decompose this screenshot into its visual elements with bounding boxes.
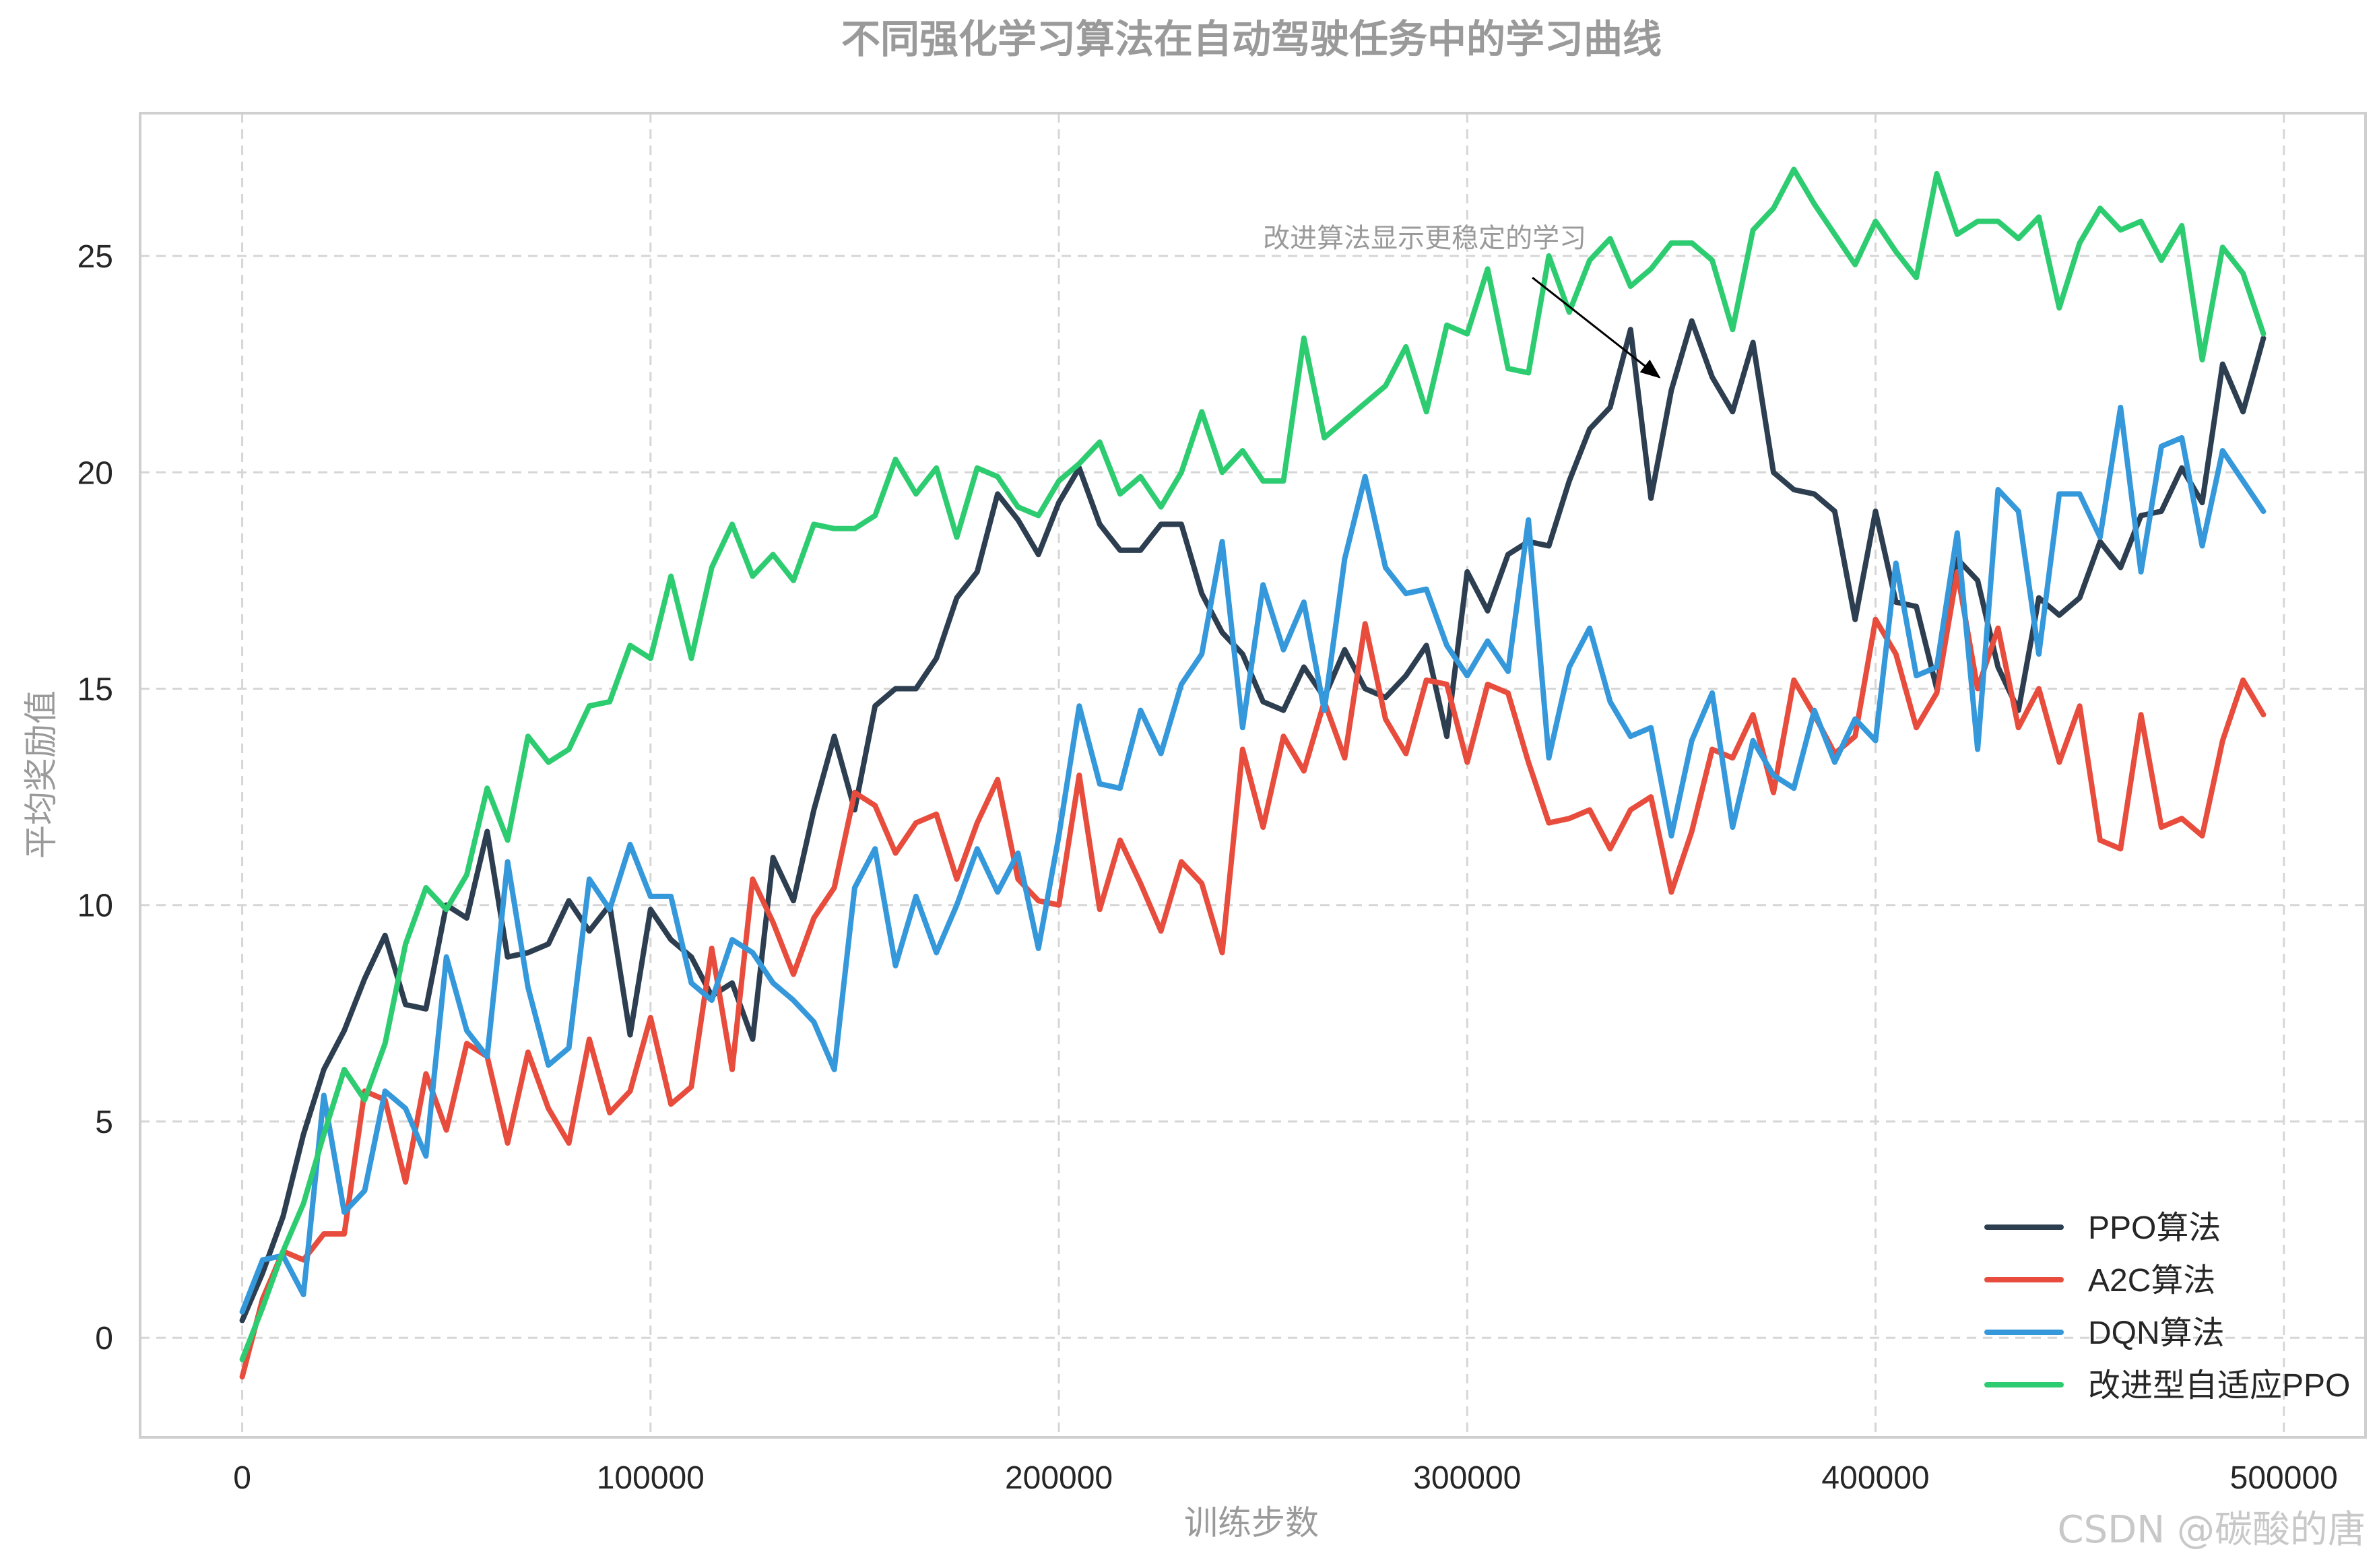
y-axis-label: 平均奖励值: [22, 690, 61, 859]
x-tick-label: 300000: [1413, 1460, 1521, 1496]
x-tick-label: 0: [233, 1460, 251, 1496]
legend-label-3: DQN算法: [2088, 1315, 2225, 1351]
x-tick-label: 500000: [2230, 1460, 2338, 1496]
y-tick-labels: 0 5 10 15 20 25: [77, 239, 113, 1357]
x-tick-label: 400000: [1821, 1460, 1929, 1496]
series-line-1: [239, 318, 2267, 1324]
series-line-2: [239, 569, 2267, 1380]
y-tick-label: 25: [77, 239, 113, 275]
y-tick-label: 0: [95, 1321, 113, 1357]
legend-label-4: 改进型自适应PPO: [2088, 1368, 2350, 1404]
x-tick-label: 200000: [1005, 1460, 1113, 1496]
annotation-arrow: [1532, 276, 1661, 379]
annotation-text: 改进算法显示更稳定的学习: [1263, 223, 1586, 254]
grid-lines: [140, 113, 2366, 1437]
series-lines: [239, 166, 2267, 1380]
series-line-4: [239, 166, 2267, 1363]
x-tick-label: 100000: [597, 1460, 705, 1496]
y-tick-label: 20: [77, 455, 113, 491]
watermark: CSDN @碳酸的唐: [2058, 1508, 2366, 1552]
x-tick-labels: 0 100000 200000 300000 400000 500000: [233, 1460, 2338, 1496]
y-tick-label: 15: [77, 672, 113, 708]
plot-frame: [139, 112, 2367, 1439]
legend-label-1: PPO算法: [2088, 1210, 2221, 1246]
y-tick-label: 10: [77, 888, 113, 924]
x-axis-label: 训练步数: [1184, 1503, 1319, 1542]
legend-label-2: A2C算法: [2088, 1263, 2215, 1299]
chart-title: 不同强化学习算法在自动驾驶任务中的学习曲线: [841, 16, 1662, 62]
y-tick-label: 5: [95, 1105, 113, 1140]
annotation: 改进算法显示更稳定的学习: [1263, 223, 1661, 379]
series-line-3: [239, 404, 2267, 1315]
